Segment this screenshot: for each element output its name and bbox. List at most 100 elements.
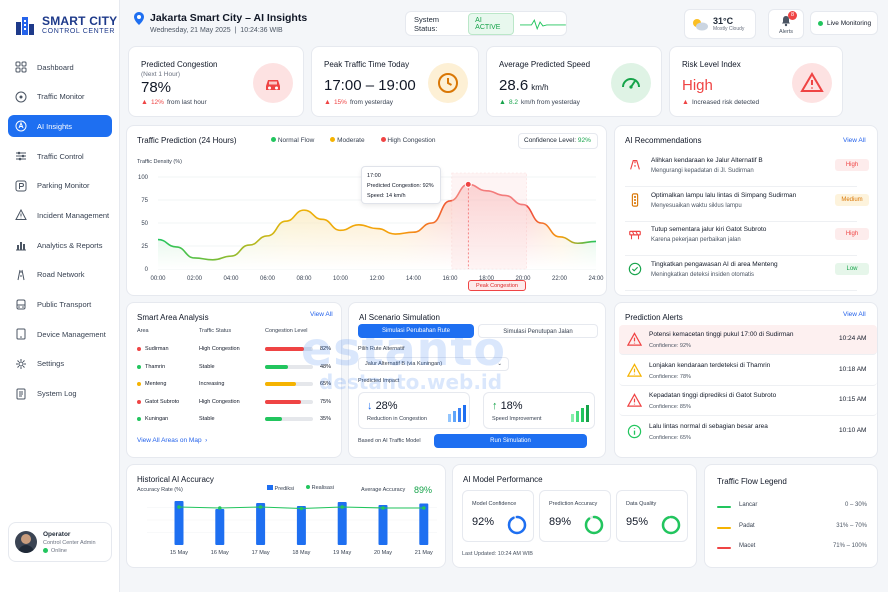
alerts-view-all[interactable]: View All	[843, 311, 866, 318]
legend-label: Padat	[739, 522, 755, 529]
sidebar-item-analytics-reports[interactable]: Analytics & Reports	[8, 234, 112, 256]
alerts-button[interactable]: 8 Alerts	[768, 9, 804, 39]
alert-confidence: Confidence: 65%	[649, 434, 691, 441]
alert-item[interactable]: Lonjakan kendaraan terdeteksi di Thamrin…	[619, 355, 877, 386]
sidebar-item-road-network[interactable]: Road Network	[8, 264, 112, 286]
table-row[interactable]: Gatot Subroto High Congestion 75%	[137, 399, 333, 411]
realisasi-point[interactable]	[258, 505, 263, 509]
confidence-level: Confidence Level: 92%	[518, 133, 598, 149]
priority-badge: Medium	[835, 193, 869, 206]
kpi-value: 78%	[141, 79, 171, 96]
recommendation-desc: Karena pekerjaan perbaikan jalan	[651, 237, 741, 243]
alert-item[interactable]: Kepadatan tinggi diprediksi di Gatot Sub…	[619, 386, 877, 416]
sidebar-item-device-management[interactable]: Device Management	[8, 323, 112, 345]
areas-view-all[interactable]: View All	[310, 311, 333, 318]
brand-logo[interactable]: SMART CITY CONTROL CENTER	[14, 14, 117, 36]
table-row[interactable]: Thamrin Stable 48%	[137, 364, 333, 376]
kpi-trend-value: 12%	[150, 99, 164, 106]
history-chart[interactable]: 15 May 16 May 17 May 18 May 19 May 20 May 21 M…	[127, 495, 445, 567]
kpi-card-3[interactable]: Average Predicted Speed 28.6 km/h ▲ 8.2 km/h …	[486, 46, 662, 117]
sidebar-item-settings[interactable]: Settings	[8, 353, 112, 375]
prediction-alerts-card: Prediction Alerts View All Potensi kemac…	[614, 302, 878, 458]
based-on-text: Based on AI Traffic Model	[358, 438, 421, 444]
warning-icon	[627, 393, 642, 407]
bar-chart-icon	[571, 405, 589, 422]
route-select[interactable]: Jalur Alternatif B (via Kuningan) ⌄	[358, 357, 509, 371]
realisasi-point[interactable]	[381, 506, 385, 510]
alert-item[interactable]: Lalu lintas normal di sebagian besar are…	[619, 416, 877, 447]
prediction-chart[interactable]: Traffic Density (%) 0 25 50 75 100 00:00 02:00 0…	[127, 148, 607, 296]
bar-prediksi[interactable]	[296, 506, 306, 545]
warning-icon	[627, 362, 642, 377]
page-title: Jakarta Smart City – AI Insights	[150, 12, 308, 24]
info-icon	[627, 424, 642, 438]
kpi-card-1[interactable]: Predicted Congestion (Next 1 Hour) 78% ▲ 12%…	[128, 46, 304, 117]
alerts-label: Alerts	[778, 29, 794, 35]
congestion-bar	[265, 382, 313, 386]
sidebar-item-system-log[interactable]: System Log	[8, 383, 112, 405]
x-tick-label: 18:00	[479, 276, 495, 282]
tab-route-change[interactable]: Simulasi Perubahan Rute	[358, 324, 474, 338]
operator-card[interactable]: Operator Control Center Admin Online	[8, 522, 112, 562]
city-icon	[16, 17, 34, 35]
sidebar-item-traffic-monitor[interactable]: Traffic Monitor	[8, 86, 112, 108]
recommendation-item[interactable]: Tingkatkan pengawasan AI di area Menteng…	[625, 257, 869, 291]
peak-congestion-label: Peak Congestion	[468, 280, 526, 291]
weather-widget[interactable]: 31°C Mostly Cloudy	[684, 9, 756, 39]
realisasi-point[interactable]	[177, 505, 181, 509]
recommendation-item[interactable]: Alihkan kendaraan ke Jalur Alternatif B M…	[625, 153, 869, 187]
col-level: Congestion Level	[265, 328, 308, 334]
tab-road-closure[interactable]: Simulasi Penutupan Jalan	[478, 324, 598, 338]
bar-prediksi[interactable]	[215, 509, 225, 545]
kpi-card-4[interactable]: Risk Level Index High ▲ Increased risk dete…	[669, 46, 843, 117]
kpi-title: Average Predicted Speed	[499, 60, 591, 69]
table-row[interactable]: Menteng Increasing 65%	[137, 381, 333, 393]
recommendation-item[interactable]: Tutup sementara jalur kiri Gatot Subroto…	[625, 222, 869, 256]
alert-item[interactable]: Potensi kemacetan tinggi pukul 17:00 di …	[619, 325, 877, 355]
legend-swatch	[717, 526, 731, 529]
route-select-value: Jalur Alternatif B (via Kuningan)	[365, 361, 443, 367]
bar-prediksi[interactable]	[256, 503, 266, 545]
recommendation-item[interactable]: Optimalkan lampu lalu lintas di Simpang …	[625, 188, 869, 222]
peak-point[interactable]	[464, 180, 472, 188]
alert-time: 10:18 AM	[839, 365, 867, 373]
bar-prediksi[interactable]	[378, 505, 388, 545]
legend-prediksi-label: Prediksi	[274, 486, 295, 492]
prediction-line	[157, 183, 597, 261]
bar-prediksi[interactable]	[337, 502, 347, 545]
sidebar-item-incident-management[interactable]: Incident Management	[8, 204, 112, 226]
realisasi-point[interactable]	[422, 506, 426, 510]
bar-prediksi[interactable]	[419, 503, 429, 546]
realisasi-point[interactable]	[340, 505, 344, 509]
bar-prediksi[interactable]	[174, 501, 184, 545]
kpi-card-2[interactable]: Peak Traffic Time Today 17:00 – 19:00 ▲ 15%…	[311, 46, 479, 117]
sidebar-item-label: Public Transport	[37, 300, 92, 309]
kpi-trend: ▲ 15% from yesterday	[324, 99, 393, 106]
table-row[interactable]: Sudirman High Congestion 82%	[137, 346, 333, 358]
live-monitoring-button[interactable]: Live Monitoring	[810, 11, 878, 35]
avatar	[15, 531, 37, 553]
run-simulation-button[interactable]: Run Simulation	[434, 434, 587, 448]
check-circle-icon	[628, 262, 642, 275]
metric-value: 89%	[549, 516, 572, 528]
congestion-value: 48%	[320, 363, 332, 370]
parking-icon	[15, 180, 27, 192]
sidebar-item-parking-monitor[interactable]: Parking Monitor	[8, 175, 112, 197]
header: Jakarta Smart City – AI Insights Wednesd…	[120, 0, 888, 44]
metric-box: Prediction Accuracy 89%	[539, 490, 611, 542]
table-row[interactable]: Kuningan Stable 35%	[137, 416, 333, 428]
impact-speed-value: ↑ 18%	[492, 400, 523, 412]
alert-title: Lalu lintas normal di sebagian besar are…	[649, 422, 768, 430]
col-area: Area	[137, 328, 149, 334]
recommendations-view-all[interactable]: View All	[843, 137, 866, 144]
view-all-areas-link[interactable]: View All Areas on Map ›	[137, 437, 208, 444]
realisasi-point[interactable]	[218, 506, 222, 510]
x-tick-label: 18 May	[292, 550, 310, 556]
legend-swatch	[717, 547, 731, 549]
sidebar-item-public-transport[interactable]: Public Transport	[8, 294, 112, 316]
realisasi-point[interactable]	[299, 506, 304, 511]
sidebar-item-dashboard[interactable]: Dashboard	[8, 56, 112, 78]
sidebar-item-ai-insights[interactable]: AI Insights	[8, 115, 112, 138]
legend-moderate-label: Moderate	[337, 137, 365, 144]
sidebar-item-traffic-control[interactable]: Traffic Control	[8, 145, 112, 167]
